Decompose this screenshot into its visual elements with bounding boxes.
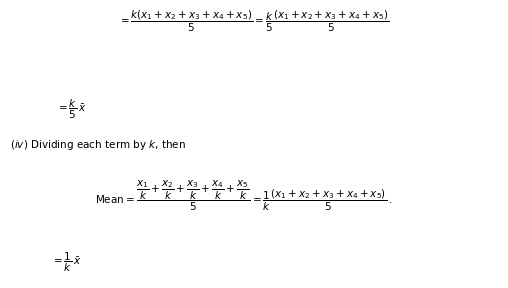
Text: $\mathrm{Mean} = \dfrac{\dfrac{x_1}{k} + \dfrac{x_2}{k} + \dfrac{x_3}{k} + \dfra: $\mathrm{Mean} = \dfrac{\dfrac{x_1}{k} +…	[95, 179, 393, 213]
Text: $= \dfrac{k}{5}\,\bar{x}$: $= \dfrac{k}{5}\,\bar{x}$	[56, 98, 86, 121]
Text: $= \dfrac{k(x_1 + x_2 + x_3 + x_4 + x_5)}{5} = \dfrac{k}{5} \dfrac{(x_1 + x_2 + : $= \dfrac{k(x_1 + x_2 + x_3 + x_4 + x_5)…	[118, 9, 390, 34]
Text: $= \dfrac{1}{k}\,\bar{x}$: $= \dfrac{1}{k}\,\bar{x}$	[51, 251, 81, 274]
Text: $(iv)$ Dividing each term by $k$, then: $(iv)$ Dividing each term by $k$, then	[10, 138, 186, 152]
